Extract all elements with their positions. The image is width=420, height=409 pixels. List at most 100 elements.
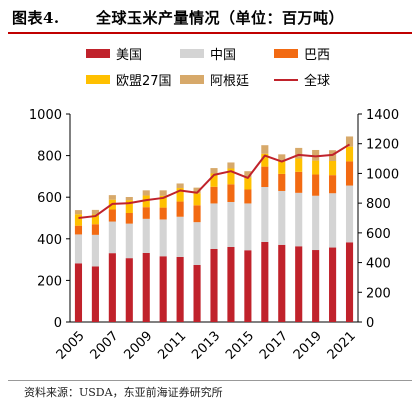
- bar-segment: [227, 201, 235, 247]
- bar-segment: [142, 252, 150, 322]
- y-right-tick-label: 1200: [366, 138, 399, 153]
- bar-segment: [125, 223, 133, 259]
- y-right-tick-label: 600: [366, 227, 391, 242]
- x-tick-label: 2015: [223, 329, 257, 363]
- y-right-tick-label: 400: [366, 257, 391, 272]
- bar-segment: [108, 253, 116, 322]
- bar-segment: [244, 177, 252, 190]
- legend-swatch-brazil: [274, 49, 298, 58]
- x-tick-label: 2019: [291, 329, 325, 363]
- bar-segment: [278, 154, 286, 162]
- bar-segment: [244, 171, 252, 178]
- bar-segment: [74, 263, 83, 322]
- x-tick-label: 2007: [88, 329, 122, 363]
- bar-segment: [244, 250, 252, 322]
- bar-segment: [210, 203, 218, 249]
- legend-item-argentina: 阿根廷: [180, 70, 249, 89]
- bar-segment: [193, 187, 201, 194]
- bar-segment: [312, 195, 320, 251]
- bar-segment: [142, 207, 150, 219]
- world-production-line: [78, 143, 351, 219]
- bar-segment: [295, 171, 303, 193]
- bar-segment: [261, 153, 269, 167]
- bar-segment: [193, 222, 201, 266]
- bar-segment: [125, 196, 133, 201]
- bar-segment: [176, 201, 184, 217]
- bar-segment: [278, 173, 286, 191]
- bar-segment: [261, 145, 269, 154]
- bar-segment: [159, 190, 167, 196]
- bar-segment: [193, 193, 201, 206]
- legend-item-brazil: 巴西: [274, 44, 330, 63]
- bar-segment: [278, 190, 286, 245]
- bar-segment: [329, 247, 337, 322]
- bar-segment: [329, 193, 337, 248]
- x-tick-label: 2005: [54, 329, 88, 363]
- y-left-tick-label: 1000: [29, 108, 62, 123]
- bar-segment: [108, 209, 116, 222]
- bar-segment: [227, 168, 235, 185]
- bar-segment: [345, 161, 354, 186]
- bar-segment: [108, 195, 116, 200]
- y-right-tick-label: 1000: [366, 167, 399, 182]
- footer-divider: [8, 380, 412, 381]
- legend-swatch-eu27: [86, 75, 110, 84]
- chart-legend: 美国 中国 巴西 欧盟27国 阿根廷 全球: [0, 42, 420, 94]
- bar-segment: [193, 265, 201, 322]
- bar-segment: [329, 175, 337, 194]
- bar-segment: [159, 195, 167, 208]
- y-right-tick-label: 0: [366, 316, 374, 331]
- x-tick-label: 2009: [121, 329, 155, 363]
- bar-segment: [74, 214, 83, 226]
- x-tick-label: 2013: [189, 329, 223, 363]
- corn-production-chart: 0 200 400 600 800 1000 0 200 400 600 800 1000 1200 14…: [29, 108, 399, 363]
- figure-label: 图表4.: [12, 9, 60, 27]
- bar-segment: [244, 203, 252, 251]
- bar-segment: [74, 234, 83, 264]
- bar-segment: [176, 256, 184, 322]
- bar-segment: [91, 224, 99, 235]
- bar-segment: [91, 214, 99, 225]
- bar-segment: [176, 183, 184, 189]
- y-left-tick-label: 0: [54, 316, 62, 331]
- figure-header: 图表4. 全球玉米产量情况（单位：百万吨）: [0, 0, 420, 36]
- bar-segment: [176, 216, 184, 257]
- bar-segment: [312, 160, 320, 175]
- bar-segment: [295, 246, 303, 322]
- legend-item-eu27: 欧盟27国: [86, 70, 172, 89]
- bar-segment: [345, 185, 354, 243]
- bar-segment: [227, 246, 235, 322]
- bar-segment: [210, 186, 218, 204]
- bar-segment: [91, 234, 99, 267]
- bar-segment: [176, 188, 184, 202]
- bar-segment: [159, 219, 167, 257]
- bar-segment: [159, 207, 167, 220]
- bar-segment: [210, 173, 218, 187]
- legend-swatch-world: [274, 78, 298, 81]
- bar-segment: [345, 146, 354, 162]
- bar-segment: [91, 266, 99, 322]
- bar-segment: [295, 158, 303, 172]
- y-right-tick-label: 200: [366, 286, 391, 301]
- bar-segment: [125, 258, 133, 322]
- x-tick-label: 2017: [257, 329, 291, 363]
- y-right-tick-label: 1400: [366, 108, 399, 123]
- x-tick-label: 2021: [325, 329, 359, 363]
- legend-label-eu27: 欧盟27国: [116, 74, 172, 89]
- y-right-tick-label: 800: [366, 197, 391, 212]
- legend-swatch-usa: [86, 49, 110, 58]
- bar-segment: [142, 218, 150, 253]
- bar-segment: [210, 168, 218, 174]
- bar-segment: [210, 248, 218, 322]
- bar-segment: [125, 213, 133, 224]
- legend-label-world: 全球: [304, 74, 331, 89]
- bar-segment: [91, 209, 99, 215]
- bar-segment: [261, 241, 269, 322]
- y-left-tick-label: 400: [37, 233, 62, 248]
- bar-segment: [108, 221, 116, 254]
- legend-item-world: 全球: [274, 70, 330, 89]
- legend-label-argentina: 阿根廷: [210, 74, 250, 89]
- bar-segment: [295, 192, 303, 247]
- bar-segment: [142, 190, 150, 196]
- bar-segment: [329, 161, 337, 176]
